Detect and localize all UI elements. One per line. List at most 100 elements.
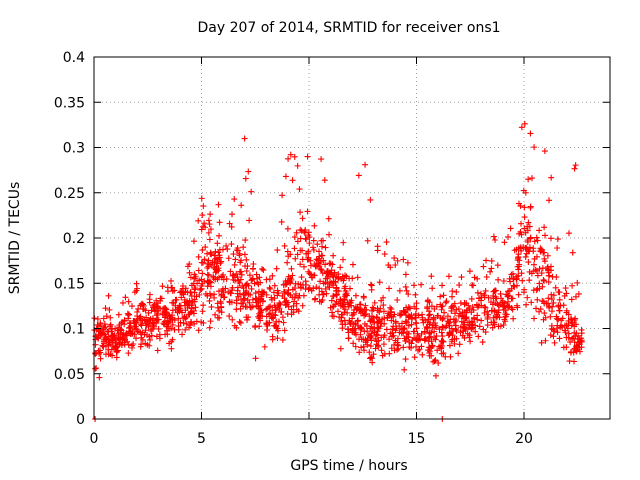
data-point	[442, 353, 449, 360]
data-point	[205, 229, 212, 236]
data-point	[304, 208, 311, 215]
data-point	[199, 212, 206, 219]
data-point	[138, 334, 145, 341]
data-point	[561, 292, 568, 299]
data-point	[256, 305, 263, 312]
data-point	[467, 338, 474, 345]
data-point	[299, 256, 306, 263]
data-point	[408, 321, 415, 328]
data-point	[243, 281, 250, 288]
data-point	[516, 261, 523, 268]
data-point	[285, 291, 292, 298]
data-point	[343, 273, 350, 280]
data-point	[430, 322, 437, 329]
data-point	[530, 268, 537, 275]
data-point	[525, 219, 532, 226]
data-point	[471, 315, 478, 322]
data-point	[234, 290, 241, 297]
data-point	[485, 311, 492, 318]
data-point	[224, 246, 231, 253]
data-point	[206, 236, 213, 243]
data-point	[567, 339, 574, 346]
data-point	[378, 347, 385, 354]
data-point	[437, 293, 444, 300]
data-point	[541, 310, 548, 317]
data-point	[318, 156, 325, 163]
data-point	[393, 325, 400, 332]
data-point	[279, 336, 286, 343]
data-point	[380, 294, 387, 301]
data-point	[228, 299, 235, 306]
data-point	[277, 309, 284, 316]
data-point	[497, 323, 504, 330]
data-point	[550, 299, 557, 306]
data-point	[241, 251, 248, 258]
data-point	[247, 291, 254, 298]
y-tick-label: 0.15	[54, 276, 85, 292]
data-point	[205, 279, 212, 286]
data-point	[376, 279, 383, 286]
data-point	[316, 291, 323, 298]
data-point	[236, 252, 243, 259]
data-point	[278, 218, 285, 225]
data-point	[442, 299, 449, 306]
data-point	[210, 273, 217, 280]
data-point	[207, 211, 214, 218]
data-point	[392, 262, 399, 269]
data-point	[440, 350, 447, 357]
data-point	[394, 346, 401, 353]
data-point	[569, 319, 576, 326]
data-point	[243, 267, 250, 274]
data-point	[419, 351, 426, 358]
data-point	[408, 340, 415, 347]
data-point	[130, 340, 137, 347]
data-point	[380, 308, 387, 315]
data-point	[477, 290, 484, 297]
data-point	[349, 315, 356, 322]
data-point	[428, 338, 435, 345]
data-point	[294, 238, 301, 245]
data-point	[106, 339, 113, 346]
data-point	[475, 333, 482, 340]
data-point	[500, 306, 507, 313]
data-point	[421, 329, 428, 336]
data-point	[399, 326, 406, 333]
data-point	[411, 354, 418, 361]
data-point	[184, 263, 191, 270]
data-point	[123, 330, 130, 337]
data-point	[458, 274, 465, 281]
data-point	[355, 172, 362, 179]
data-point	[186, 269, 193, 276]
data-point	[400, 307, 407, 314]
data-point	[472, 322, 479, 329]
data-point	[495, 276, 502, 283]
data-point	[113, 354, 120, 361]
data-point	[388, 313, 395, 320]
data-point	[300, 263, 307, 270]
data-point	[485, 294, 492, 301]
data-point	[115, 333, 122, 340]
data-point	[425, 344, 432, 351]
data-point	[424, 298, 431, 305]
data-point	[119, 318, 126, 325]
data-point	[267, 286, 274, 293]
data-point	[378, 334, 385, 341]
data-point	[218, 258, 225, 265]
data-point	[377, 305, 384, 312]
data-point	[274, 335, 281, 342]
data-point	[502, 313, 509, 320]
data-point	[134, 309, 141, 316]
data-point	[349, 275, 356, 282]
data-point	[212, 311, 219, 318]
data-point	[390, 323, 397, 330]
data-point	[154, 347, 161, 354]
data-point	[297, 209, 304, 216]
data-point	[144, 318, 151, 325]
data-point	[439, 333, 446, 340]
data-point	[541, 224, 548, 231]
data-point	[559, 324, 566, 331]
data-point	[229, 284, 236, 291]
data-point	[259, 265, 266, 272]
data-point	[434, 313, 441, 320]
